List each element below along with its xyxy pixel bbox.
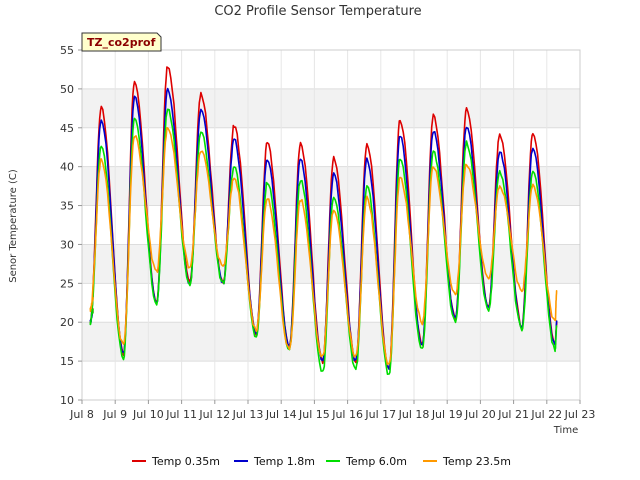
y-tick-label: 45 [60,122,74,135]
x-tick-label: Jul 17 [364,408,396,421]
x-tick-label: Jul 13 [232,408,264,421]
legend-item: Temp 0.35m [132,455,220,468]
x-tick-label: Jul 9 [102,408,127,421]
y-axis-ticks: 10 15 20 25 30 35 40 45 50 55 [60,44,82,407]
chart-title: CO2 Profile Sensor Temperature [214,4,421,19]
legend-item: Temp 1.8m [234,455,315,468]
x-tick-label: Jul 21 [497,408,529,421]
series-line [89,108,558,375]
y-tick-label: 55 [60,44,74,57]
plot-area [81,49,581,401]
x-tick-label: Jul 22 [530,408,562,421]
y-tick-label: 25 [60,277,74,290]
legend: Temp 0.35m Temp 1.8m Temp 6.0m Temp 23.5m [132,455,511,468]
x-tick-label: Jul 12 [198,408,230,421]
legend-label: Temp 23.5m [442,455,511,468]
y-tick-label: 30 [60,238,74,251]
x-tick-label: Jul 20 [464,408,496,421]
y-tick-label: 35 [60,200,74,213]
legend-item: Temp 6.0m [326,455,407,468]
x-tick-label: Jul 14 [265,408,297,421]
site-tag-label: TZ_co2prof [87,36,156,49]
y-tick-label: 50 [60,83,74,96]
grid-band [82,244,580,284]
x-tick-label: Jul 10 [132,408,164,421]
x-tick-label: Jul 19 [431,408,463,421]
x-tick-label: Jul 8 [69,408,94,421]
legend-label: Temp 1.8m [253,455,315,468]
x-tick-label: Jul 23 [564,408,596,421]
grid-band [82,322,580,362]
y-tick-label: 15 [60,355,74,368]
series-lines [89,66,558,375]
x-tick-label: Jul 18 [398,408,430,421]
site-tag-box: TZ_co2prof [81,32,162,52]
plot-border [81,49,581,401]
x-axis-ticks: Jul 8 Jul 9 Jul 10 Jul 11 Jul 12 Jul 13 Jul 14… [69,400,595,421]
x-tick-label: Jul 16 [331,408,363,421]
x-axis-label: Time [553,425,578,436]
y-tick-label: 20 [60,316,74,329]
legend-label: Temp 6.0m [345,455,407,468]
y-axis-label: Senor Temperature (C) [8,169,19,283]
y-tick-label: 10 [60,394,74,407]
grid-band [82,88,580,128]
site-tag-frame [81,32,162,52]
legend-label: Temp 0.35m [151,455,220,468]
legend-item: Temp 23.5m [423,455,511,468]
x-tick-label: Jul 11 [165,408,197,421]
series-line [89,127,558,366]
y-tick-label: 40 [60,161,74,174]
x-tick-label: Jul 15 [298,408,330,421]
